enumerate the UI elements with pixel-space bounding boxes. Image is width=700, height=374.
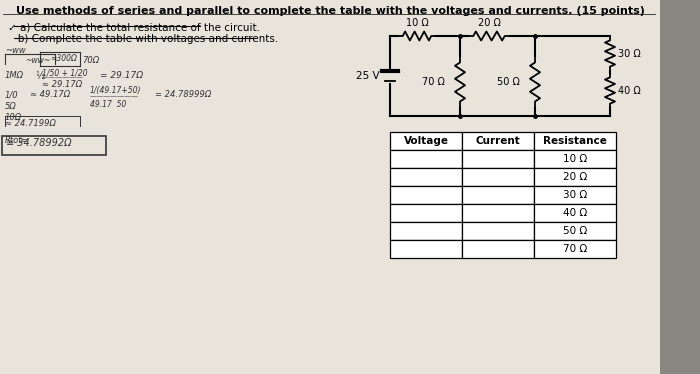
Text: Resistance: Resistance: [543, 136, 607, 146]
Text: = 29.17Ω: = 29.17Ω: [100, 71, 143, 80]
Text: 1/(49.17+50): 1/(49.17+50): [90, 86, 141, 95]
Bar: [390, 240, 462, 258]
Text: ~ww~: ~ww~: [25, 56, 50, 65]
Bar: [534, 150, 616, 168]
Text: 1MΩ: 1MΩ: [5, 71, 24, 80]
Text: ≈300Ω: ≈300Ω: [50, 54, 77, 63]
Text: Current: Current: [475, 136, 520, 146]
Text: 70 Ω: 70 Ω: [563, 244, 587, 254]
Text: 25 V: 25 V: [356, 71, 380, 81]
Text: 20 Ω: 20 Ω: [477, 18, 500, 28]
Text: b) Complete the table with voltages and currents.: b) Complete the table with voltages and …: [8, 34, 279, 44]
Text: ———————: ———————: [90, 93, 139, 99]
Text: 20 Ω: 20 Ω: [563, 172, 587, 182]
Text: 49.17  50: 49.17 50: [90, 100, 127, 109]
Text: 70Ω: 70Ω: [82, 56, 99, 65]
Text: 5Ω: 5Ω: [5, 102, 17, 111]
Text: 50 Ω: 50 Ω: [497, 77, 520, 87]
Text: 40 Ω: 40 Ω: [563, 208, 587, 218]
Bar: [462, 204, 534, 222]
Bar: [534, 132, 616, 150]
Text: 30 Ω: 30 Ω: [618, 49, 640, 58]
Bar: [462, 132, 534, 150]
Bar: [462, 150, 534, 168]
Text: Use methods of series and parallel to complete the table with the voltages and c: Use methods of series and parallel to co…: [15, 6, 645, 16]
Bar: [534, 186, 616, 204]
Text: ≅ 34.78992Ω: ≅ 34.78992Ω: [6, 138, 71, 148]
Bar: [390, 204, 462, 222]
Bar: [534, 222, 616, 240]
Text: Voltage: Voltage: [403, 136, 449, 146]
Bar: [534, 168, 616, 186]
Text: 1/0: 1/0: [5, 90, 19, 99]
Text: 40 Ω: 40 Ω: [618, 86, 640, 95]
Text: 1/50 + 1/20: 1/50 + 1/20: [42, 68, 88, 77]
Bar: [462, 240, 534, 258]
Bar: [462, 222, 534, 240]
Bar: [390, 132, 462, 150]
FancyBboxPatch shape: [660, 0, 700, 374]
Text: ½: ½: [35, 71, 45, 81]
Text: 30 Ω: 30 Ω: [563, 190, 587, 200]
Text: ✓ a) Calculate the total resistance of the circuit.: ✓ a) Calculate the total resistance of t…: [8, 22, 260, 32]
Bar: [462, 168, 534, 186]
Bar: [390, 186, 462, 204]
Text: ≈ 24.7199Ω: ≈ 24.7199Ω: [5, 119, 56, 128]
Text: 10Ω: 10Ω: [5, 113, 22, 122]
Text: Rtot=: Rtot=: [5, 136, 29, 145]
Bar: [534, 240, 616, 258]
Bar: [390, 222, 462, 240]
Text: 70 Ω: 70 Ω: [422, 77, 445, 87]
FancyBboxPatch shape: [0, 0, 680, 374]
Bar: [462, 186, 534, 204]
Text: ≈ 49.17Ω: ≈ 49.17Ω: [30, 90, 70, 99]
Text: 50 Ω: 50 Ω: [563, 226, 587, 236]
Text: 10 Ω: 10 Ω: [563, 154, 587, 164]
Text: ——————: ——————: [42, 74, 84, 80]
Text: ≈ 29.17Ω: ≈ 29.17Ω: [42, 80, 82, 89]
Bar: [390, 150, 462, 168]
Bar: [534, 204, 616, 222]
Text: = 24.78999Ω: = 24.78999Ω: [155, 90, 211, 99]
Bar: [390, 168, 462, 186]
Text: ~ww: ~ww: [5, 46, 26, 55]
Text: 10 Ω: 10 Ω: [405, 18, 428, 28]
